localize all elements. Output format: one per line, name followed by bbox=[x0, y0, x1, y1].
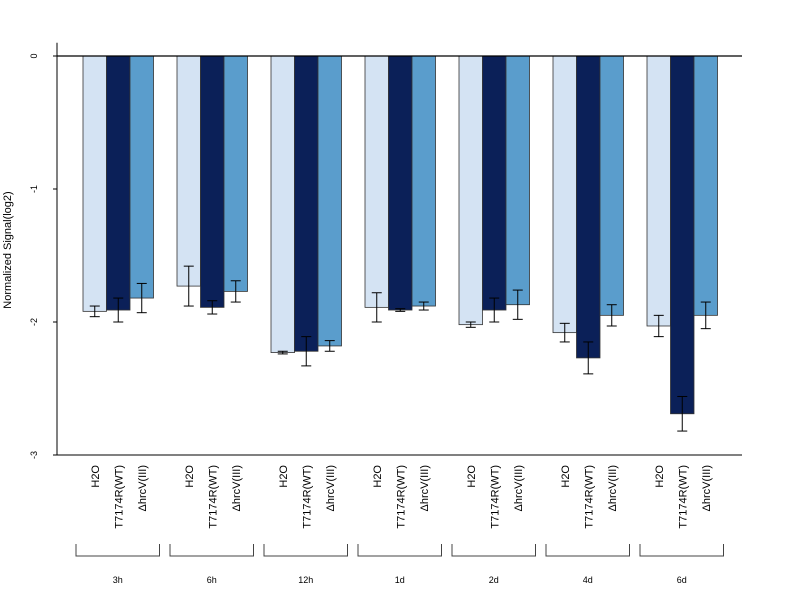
bar bbox=[482, 55, 507, 311]
x-tick-label: H2O bbox=[184, 465, 196, 488]
group-label: 12h bbox=[298, 575, 313, 585]
bar bbox=[576, 55, 601, 359]
y-tick-label: -2 bbox=[29, 318, 39, 326]
x-tick-label: H2O bbox=[654, 465, 666, 488]
x-tick-label: ΔhrcV(III) bbox=[419, 465, 431, 511]
x-tick-label: ΔhrcV(III) bbox=[607, 465, 619, 511]
bar bbox=[599, 55, 624, 316]
group-bracket bbox=[357, 544, 442, 557]
x-tick-label: T7174R(WT) bbox=[113, 465, 125, 529]
group-label: 2d bbox=[489, 575, 499, 585]
bar bbox=[388, 55, 413, 311]
bar bbox=[294, 55, 319, 352]
bar bbox=[129, 55, 154, 299]
bar bbox=[505, 55, 530, 306]
y-tick-label: -3 bbox=[29, 451, 39, 459]
bar bbox=[411, 55, 436, 307]
group-bracket bbox=[639, 544, 724, 557]
group-bracket bbox=[169, 544, 254, 557]
bar bbox=[646, 55, 671, 327]
group-label: 6d bbox=[677, 575, 687, 585]
y-tick-label: 0 bbox=[29, 53, 39, 58]
x-tick-label: H2O bbox=[466, 465, 478, 488]
bar bbox=[693, 55, 718, 316]
group-bracket bbox=[263, 544, 348, 557]
bar bbox=[458, 55, 483, 326]
group-bracket bbox=[451, 544, 536, 557]
bar bbox=[270, 55, 295, 353]
x-tick-label: ΔhrcV(III) bbox=[701, 465, 713, 511]
x-tick-label: T7174R(WT) bbox=[677, 465, 689, 529]
bar bbox=[364, 55, 389, 308]
x-tick-label: T7174R(WT) bbox=[207, 465, 219, 529]
plot-area: 0 -1 -2 -3 H2O T7174R(WT) ΔhrcV(III) 3h H2O T7174… bbox=[29, 42, 742, 585]
group-label: 3h bbox=[113, 575, 123, 585]
group-label: 1d bbox=[395, 575, 405, 585]
bar bbox=[552, 55, 577, 334]
bar bbox=[200, 55, 225, 308]
x-tick-label: T7174R(WT) bbox=[583, 465, 595, 529]
x-tick-label: H2O bbox=[278, 465, 290, 488]
x-tick-label: ΔhrcV(III) bbox=[513, 465, 525, 511]
group-bracket bbox=[545, 544, 630, 557]
group-label: 4d bbox=[583, 575, 593, 585]
x-tick-label: H2O bbox=[372, 465, 384, 488]
x-tick-label: ΔhrcV(III) bbox=[231, 465, 243, 511]
y-tick-label: -1 bbox=[29, 185, 39, 193]
x-tick-label: ΔhrcV(III) bbox=[137, 465, 149, 511]
x-tick-label: H2O bbox=[560, 465, 572, 488]
x-tick-label: ΔhrcV(III) bbox=[325, 465, 337, 511]
group-label: 6h bbox=[207, 575, 217, 585]
bar bbox=[82, 55, 107, 312]
x-tick-label: H2O bbox=[90, 465, 102, 488]
group-bracket bbox=[75, 544, 160, 557]
x-tick-label: T7174R(WT) bbox=[395, 465, 407, 529]
bar bbox=[106, 55, 131, 311]
bar bbox=[176, 55, 201, 287]
y-axis-label: Normalized Signal(log2) bbox=[2, 191, 14, 308]
bar bbox=[670, 55, 695, 415]
x-tick-label: T7174R(WT) bbox=[301, 465, 313, 529]
x-tick-label: T7174R(WT) bbox=[489, 465, 501, 529]
bar bbox=[223, 55, 248, 292]
bar bbox=[317, 55, 342, 347]
